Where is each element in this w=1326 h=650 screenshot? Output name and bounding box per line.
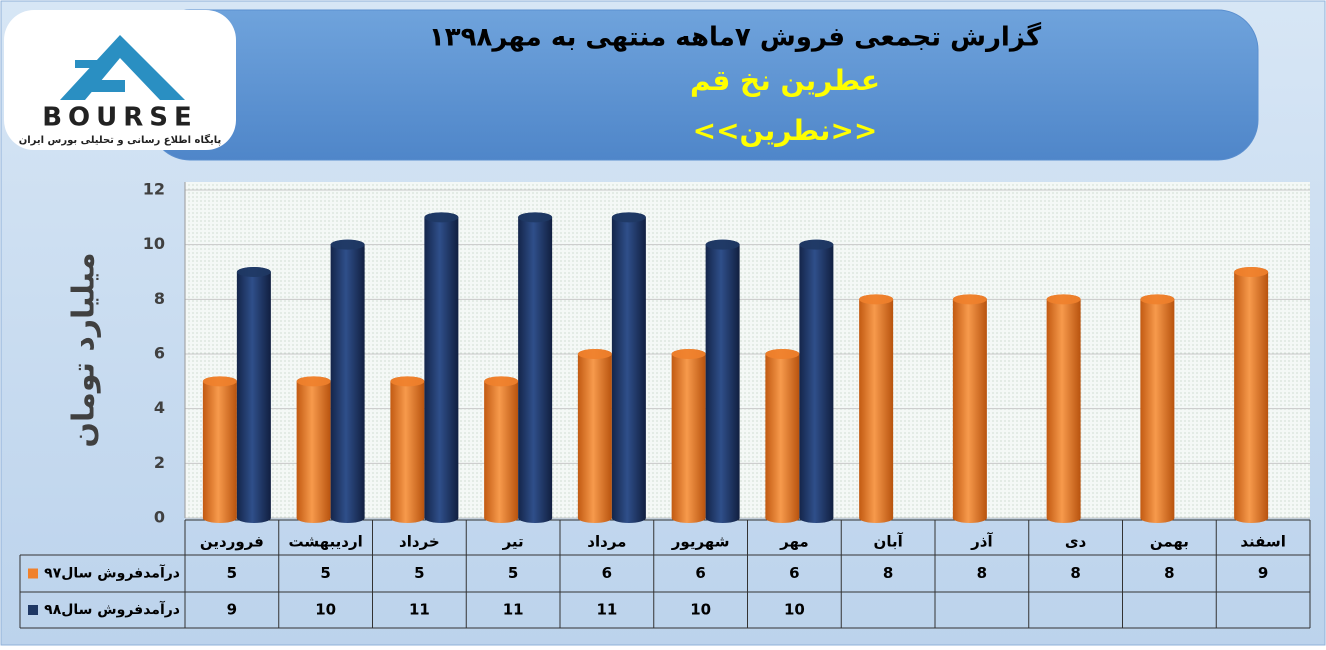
bar-top [671, 349, 706, 359]
bar-top [1140, 294, 1175, 305]
y-axis-label: میلیارد تومان [67, 252, 102, 447]
y-tick-label: 6 [154, 344, 165, 363]
bar-top [577, 349, 612, 359]
bar [611, 212, 646, 523]
table-value: 5 [508, 564, 518, 582]
bar-top [330, 239, 365, 250]
table-value: 8 [883, 564, 893, 582]
bar [577, 349, 612, 523]
bar [330, 239, 365, 523]
plot-area [185, 182, 1310, 518]
bar-top [859, 294, 894, 305]
bar [952, 294, 987, 523]
bar-top [236, 267, 271, 277]
y-tick-label: 8 [154, 289, 165, 308]
y-tick-label: 4 [154, 398, 165, 417]
chart-title: گزارش تجمعی فروش ۷ماهه منتهی به مهر۱۳۹۸ [429, 22, 1042, 53]
table-value: 9 [1258, 564, 1268, 582]
bar [484, 376, 519, 523]
table-value: 6 [789, 564, 799, 582]
bar [296, 376, 331, 523]
bar-top [518, 212, 553, 223]
x-tick-label: خرداد [399, 533, 440, 551]
bar-top [390, 376, 425, 387]
bar [799, 239, 834, 523]
table-value: 10 [315, 601, 336, 619]
x-tick-label: اردیبهشت [288, 533, 362, 551]
bar-top [424, 212, 459, 223]
x-tick-label: تیر [502, 533, 524, 551]
logo-name: BOURSE [42, 103, 198, 133]
table-value: 9 [227, 601, 237, 619]
table-value: 5 [414, 564, 424, 582]
bar [1046, 294, 1081, 523]
bar-top [705, 239, 740, 250]
legend-swatch [28, 568, 38, 579]
bar-top [611, 212, 646, 223]
legend-label: درآمدفروش سال۹۸ [44, 600, 180, 618]
table-value: 8 [977, 564, 987, 582]
chart-subtitle: عطرین نخ قم [690, 64, 880, 97]
bar [518, 212, 553, 523]
bar-top [1234, 267, 1269, 277]
logo: BOURSE پایگاه اطلاع رسانی و تحلیلی بورس … [4, 10, 236, 150]
bar-top [296, 376, 331, 387]
bar [202, 376, 237, 523]
x-tick-label: فروردین [200, 533, 264, 551]
bar [859, 294, 894, 523]
table-value: 11 [503, 601, 524, 619]
data-table: درآمدفروش سال۹۷ 5 5 5 5 6 6 6 8 8 8 8 9 درآمدفروش سال… [19, 519, 1311, 629]
table-value: 5 [320, 564, 330, 582]
bar [671, 349, 706, 523]
x-tick-label: آبان [874, 533, 904, 551]
table-value: 6 [695, 564, 705, 582]
x-tick-label: دی [1065, 533, 1087, 551]
bar [424, 212, 459, 523]
bar [765, 349, 800, 523]
table-value: 11 [596, 601, 617, 619]
x-tick-label: شهریور [671, 533, 730, 551]
bar-top [799, 239, 834, 250]
bar [705, 239, 740, 523]
table-value: 8 [1164, 564, 1174, 582]
table-value: 8 [1070, 564, 1080, 582]
logo-shape [70, 60, 125, 92]
table-value: 10 [784, 601, 805, 619]
bar [390, 376, 425, 523]
bar-top [1046, 294, 1081, 305]
table-value: 5 [227, 564, 237, 582]
bar-top [765, 349, 800, 359]
x-tick-label: آذر [970, 533, 993, 551]
bar-top [952, 294, 987, 305]
y-tick-label: 0 [154, 508, 165, 527]
y-tick-label: 10 [143, 234, 165, 253]
table-value: 10 [690, 601, 711, 619]
logo-tagline: پایگاه اطلاع رسانی و تحلیلی بورس ایران [19, 133, 222, 146]
bar [236, 267, 271, 523]
x-tick-label: مهر [779, 533, 809, 551]
x-tick-label: بهمن [1150, 533, 1189, 551]
bar-top [202, 376, 237, 387]
table-value: 6 [602, 564, 612, 582]
table-value: 11 [409, 601, 430, 619]
x-tick-label: اسفند [1240, 533, 1285, 551]
chart-subtitle: <<نطرین>> [693, 114, 878, 147]
bar [1140, 294, 1175, 523]
legend-swatch [28, 605, 38, 615]
x-tick-label: مرداد [587, 533, 626, 551]
y-tick-label: 12 [143, 180, 165, 199]
legend-label: درآمدفروش سال۹۷ [44, 564, 180, 582]
y-tick-label: 2 [154, 453, 165, 472]
bar [1234, 267, 1269, 523]
bar-top [484, 376, 519, 387]
